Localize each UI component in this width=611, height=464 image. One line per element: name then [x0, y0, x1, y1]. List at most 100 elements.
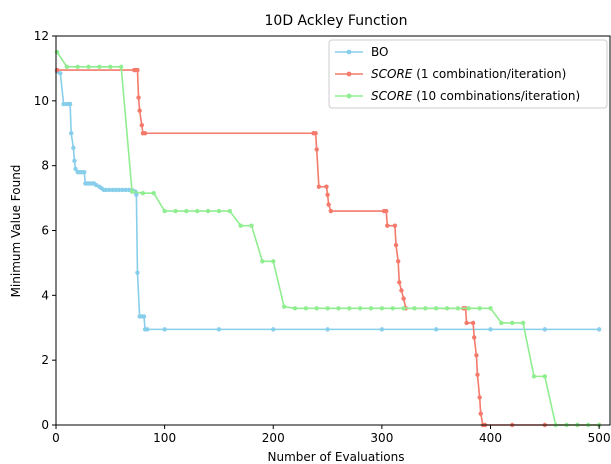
data-point-2-8 [140, 191, 146, 196]
x-tick-label-3: 300 [370, 431, 393, 445]
data-point-2-3 [86, 64, 91, 70]
data-point-1-12 [316, 184, 322, 189]
y-tick-label-0: 0 [41, 418, 49, 432]
y-tick-label-3: 6 [41, 224, 49, 238]
data-point-2-12 [184, 208, 189, 214]
data-point-1-8 [142, 131, 148, 136]
data-point-0-25 [110, 187, 115, 193]
data-point-2-32 [401, 306, 406, 311]
data-point-1-6 [139, 122, 145, 128]
data-point-0-46 [434, 327, 439, 332]
legend-label-rest-1: (1 combination/iteration) [412, 67, 566, 81]
data-point-0-26 [113, 187, 118, 193]
legend-marker-2 [346, 93, 352, 99]
data-point-2-10 [162, 208, 167, 214]
data-point-1-31 [472, 335, 477, 340]
data-point-1-4 [136, 95, 141, 100]
data-point-0-5 [67, 101, 73, 107]
x-axis-label: Number of Evaluations [268, 450, 405, 464]
data-point-0-30 [126, 187, 131, 193]
data-point-2-1 [64, 64, 70, 70]
data-point-1-24 [399, 288, 404, 293]
legend-label-1: SCORE (1 combination/iteration) [371, 67, 566, 81]
legend-box [328, 39, 608, 109]
data-point-1-22 [395, 259, 401, 264]
data-point-0-40 [145, 327, 150, 332]
legend-marker-0 [346, 49, 352, 55]
data-point-1-34 [477, 395, 482, 400]
data-point-2-13 [195, 208, 200, 214]
data-point-2-20 [271, 259, 276, 264]
data-point-2-6 [118, 64, 124, 70]
y-axis-label: Minimum Value Found [9, 165, 23, 298]
data-point-0-34 [134, 192, 139, 198]
data-point-2-22 [292, 306, 298, 311]
data-point-1-11 [314, 147, 319, 152]
data-point-1-33 [475, 372, 480, 377]
data-point-2-2 [75, 64, 80, 70]
data-point-2-36 [444, 306, 450, 311]
data-point-1-21 [393, 242, 399, 248]
data-point-1-10 [313, 131, 318, 136]
x-tick-label-2: 200 [262, 431, 285, 445]
data-point-2-24 [314, 306, 319, 311]
data-point-0-24 [107, 187, 112, 193]
data-point-0-35 [135, 270, 140, 275]
y-tick-label-2: 4 [41, 288, 49, 302]
series-2 [54, 50, 602, 428]
y-tick-label-5: 10 [34, 94, 49, 108]
data-point-2-21 [281, 304, 287, 309]
data-point-2-33 [412, 306, 417, 311]
x-tick-label-5: 500 [588, 431, 611, 445]
data-point-0-41 [162, 327, 167, 332]
data-point-0-44 [325, 327, 330, 332]
data-point-0-13 [82, 169, 87, 175]
y-tick-label-6: 12 [34, 29, 49, 43]
data-point-1-19 [385, 223, 390, 228]
data-point-2-14 [205, 208, 211, 214]
data-point-2-23 [303, 306, 309, 311]
data-point-0-29 [123, 187, 128, 193]
data-point-1-23 [397, 280, 402, 285]
data-point-1-18 [384, 208, 389, 214]
data-point-2-39 [477, 306, 482, 311]
data-point-2-30 [379, 306, 385, 311]
data-point-0-28 [120, 187, 125, 193]
data-point-2-28 [357, 306, 363, 311]
data-point-0-8 [72, 158, 77, 163]
data-point-2-11 [173, 208, 178, 214]
data-point-2-37 [455, 306, 461, 311]
legend-label-0: BO [371, 45, 388, 59]
data-point-0-45 [379, 327, 385, 332]
data-point-2-15 [216, 208, 222, 214]
y-tick-label-4: 8 [41, 159, 49, 173]
data-point-0-43 [271, 327, 276, 332]
data-point-2-25 [325, 306, 330, 311]
data-point-2-44 [531, 374, 537, 379]
data-point-2-9 [151, 191, 156, 196]
y-tick-label-1: 2 [41, 353, 49, 367]
data-point-0-23 [103, 187, 109, 193]
data-point-2-34 [423, 306, 428, 311]
legend-label-2: SCORE (10 combinations/iteration) [371, 89, 580, 103]
data-point-2-38 [466, 306, 471, 311]
data-point-1-13 [324, 184, 329, 189]
legend-label-italic-1: SCORE [371, 67, 413, 81]
data-point-1-20 [392, 223, 398, 228]
data-point-0-49 [596, 327, 602, 332]
legend-label-italic-2: SCORE [371, 89, 413, 103]
data-point-0-2 [61, 101, 66, 107]
data-point-0-19 [93, 182, 99, 188]
data-point-2-19 [260, 259, 265, 264]
data-point-2-26 [336, 306, 341, 311]
data-point-2-5 [108, 64, 113, 70]
axes-layer: 0 100 200 300 400 500 0 2 4 6 8 10 12 [34, 29, 611, 445]
data-point-1-3 [135, 67, 140, 73]
data-point-0-47 [488, 327, 493, 332]
data-point-2-41 [499, 320, 504, 326]
data-point-2-35 [434, 306, 439, 311]
data-point-1-16 [328, 208, 334, 214]
x-tick-label-4: 400 [479, 431, 502, 445]
data-point-0-48 [542, 327, 548, 332]
